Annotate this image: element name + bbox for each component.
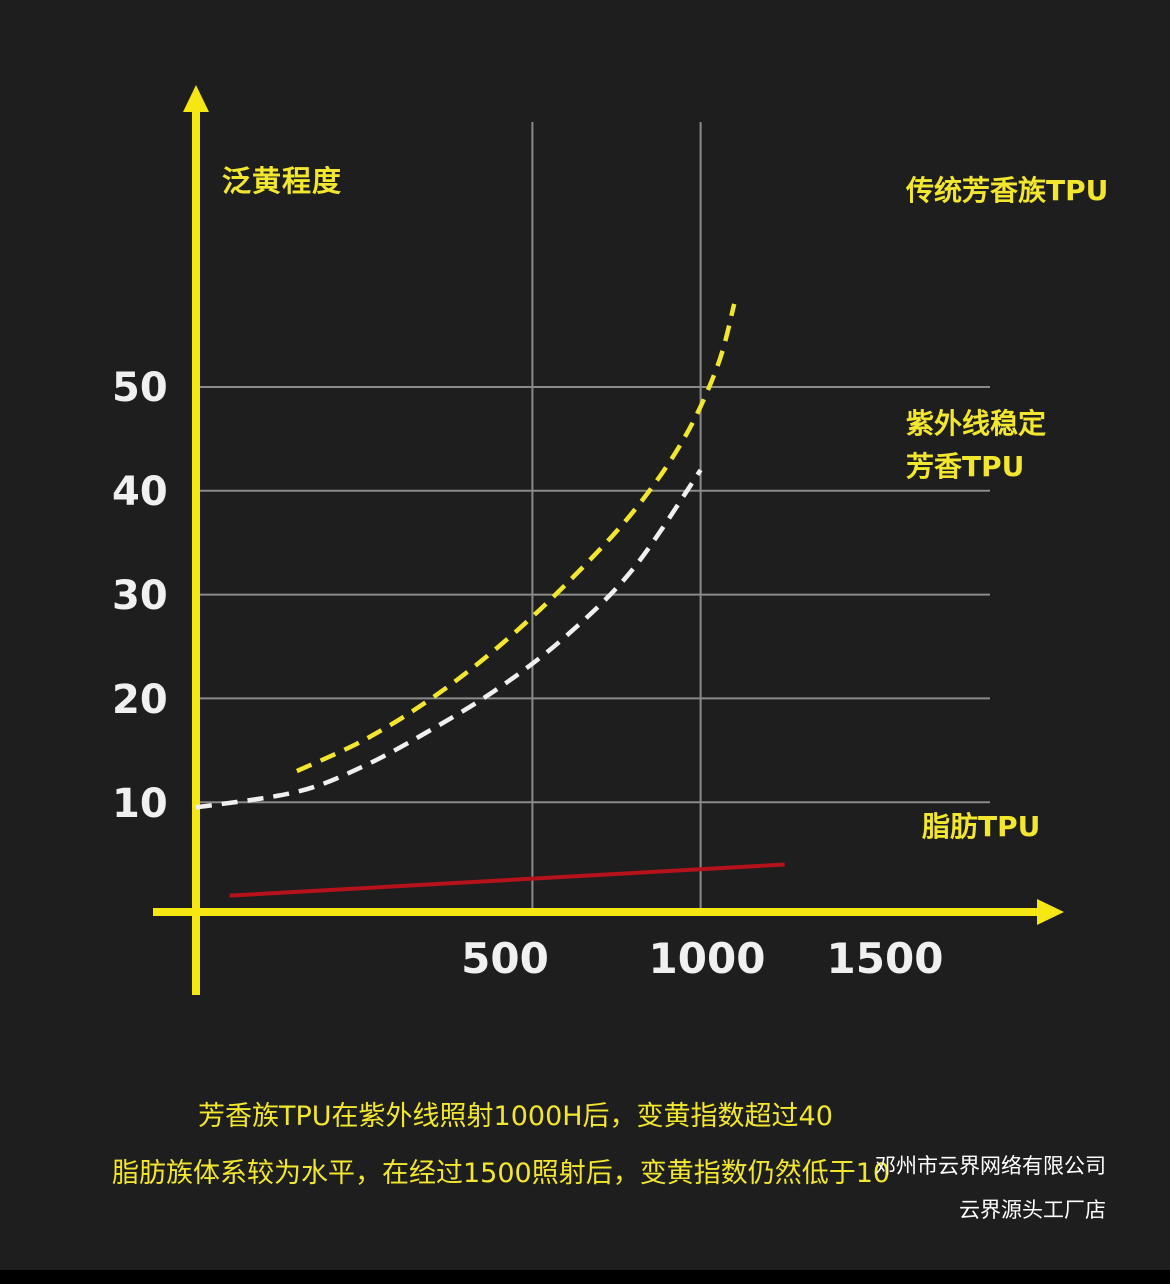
series-label-aliphatic: 脂肪TPU [922, 810, 1041, 843]
y-axis-arrow [183, 85, 209, 112]
caption-line-2: 脂肪族体系较为水平，在经过1500照射后，变黄指数仍然低于10 [112, 1158, 891, 1189]
watermark-store: 云界源头工厂店 [959, 1198, 1106, 1222]
series-label-aromatic: 传统芳香族TPU [906, 174, 1109, 207]
series-line-2 [229, 862, 785, 898]
x-tick-label: 1500 [826, 934, 944, 983]
y-axis-label: 泛黄程度 [222, 164, 343, 198]
x-tick-label: 500 [461, 934, 549, 983]
y-tick-label: 30 [112, 573, 168, 619]
x-axis-arrow [1037, 899, 1064, 925]
bottom-bar [0, 1270, 1170, 1284]
series-label-uv-stable-line2: 芳香TPU [906, 450, 1025, 483]
series-line-1 [195, 468, 703, 810]
y-tick-label: 10 [112, 781, 168, 827]
caption-line-1: 芳香族TPU在紫外线照射1000H后，变黄指数超过40 [198, 1101, 833, 1132]
y-tick-label: 20 [112, 677, 168, 723]
grid-lines [196, 122, 990, 912]
series-group [195, 303, 785, 898]
y-tick-label: 50 [112, 365, 168, 411]
axes [153, 85, 1064, 995]
series-label-uv-stable-line1: 紫外线稳定 [906, 407, 1047, 440]
x-tick-label: 1000 [648, 934, 766, 983]
series-line-0 [295, 303, 737, 774]
y-tick-label: 40 [112, 469, 168, 515]
watermark-company: 邓州市云界网络有限公司 [875, 1154, 1106, 1178]
